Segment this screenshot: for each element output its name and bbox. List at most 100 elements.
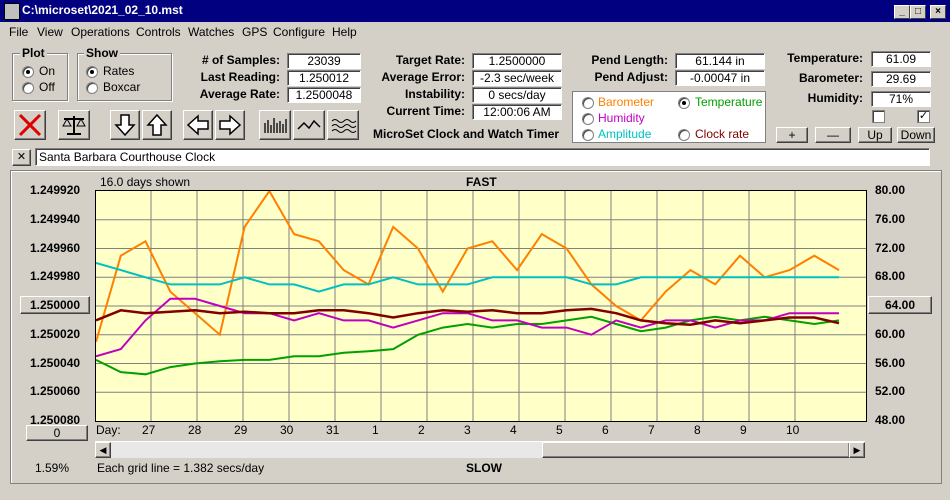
balance-button[interactable]: [58, 110, 90, 140]
increase-button[interactable]: +: [776, 127, 808, 143]
left-tick-label: 1.250080: [30, 413, 81, 427]
plot-on-radio[interactable]: [22, 66, 34, 78]
temperature-value: 61.09: [871, 51, 931, 67]
day-tick-label: 28: [188, 423, 202, 437]
show-rates-label: Rates: [103, 64, 135, 78]
left-tick-label: 1.250020: [30, 326, 81, 341]
arrow-down-icon: [114, 114, 136, 137]
plot-panel: [10, 170, 942, 484]
option-checkbox-1[interactable]: [872, 110, 885, 123]
current-time-label: Current Time:: [386, 104, 465, 118]
red-x-icon: [18, 113, 42, 137]
right-tick-label: 52.00: [875, 384, 906, 399]
right-tick-label: 56.00: [875, 355, 906, 370]
left-tick-label: 1.249940: [30, 211, 81, 226]
clock-name-field[interactable]: Santa Barbara Courthouse Clock: [35, 148, 930, 166]
day-tick-label: 2: [418, 423, 425, 437]
barometer-option-label: Barometer: [598, 95, 655, 109]
left-tick-label: 1.250040: [30, 355, 81, 370]
maximize-button[interactable]: □: [910, 5, 926, 19]
grid-note: Each grid line = 1.382 secs/day: [97, 461, 265, 475]
plot-off-label: Off: [39, 80, 55, 94]
menu-bar: File View Operations Controls Watches GP…: [0, 23, 950, 41]
show-group: [77, 53, 172, 101]
barometer-label: Barometer:: [798, 71, 863, 85]
option-checkbox-2[interactable]: ✓: [917, 110, 930, 123]
day-tick-label: 1: [372, 423, 379, 437]
instability-label: Instability:: [404, 87, 465, 101]
day-axis-label: Day:: [96, 423, 121, 437]
balance-icon: [62, 116, 86, 135]
baseline-temp-button[interactable]: 64.00: [868, 296, 932, 314]
scroll-right-button[interactable]: ▶: [849, 442, 865, 458]
series-barometer: [95, 189, 840, 343]
arrow-up-icon: [146, 113, 168, 136]
down-arrow-button[interactable]: [110, 110, 140, 140]
menu-view[interactable]: View: [37, 25, 63, 39]
series-amplitude: [95, 261, 839, 293]
menu-operations[interactable]: Operations: [71, 25, 130, 39]
plot-off-radio[interactable]: [22, 82, 34, 94]
baseline-rate-button[interactable]: 1.250000: [20, 296, 90, 314]
day-tick-label: 29: [234, 423, 248, 437]
up-button[interactable]: Up: [858, 127, 892, 143]
arrow-right-icon: [219, 114, 242, 136]
bars-view-button[interactable]: [259, 110, 291, 140]
slow-label: SLOW: [466, 461, 502, 475]
minimize-button[interactable]: _: [894, 5, 910, 19]
right-tick-label: 68.00: [875, 269, 906, 284]
show-rates-radio[interactable]: [86, 66, 98, 78]
barometer-value: 29.69: [871, 71, 931, 87]
pend-adjust-value: -0.00047 in: [675, 70, 765, 86]
barometer-radio[interactable]: [582, 97, 594, 109]
amplitude-option-label: Amplitude: [598, 127, 652, 141]
plot-area: [95, 189, 867, 422]
clock-rate-radio[interactable]: [678, 129, 690, 141]
clock-rate-option-label: Clock rate: [695, 127, 750, 141]
average-error-label: Average Error:: [381, 70, 465, 84]
samples-label: # of Samples:: [201, 53, 280, 67]
menu-watches[interactable]: Watches: [188, 25, 235, 39]
clear-name-button[interactable]: ✕: [12, 149, 31, 166]
bar-chart-icon: [264, 118, 287, 133]
right-tick-label: 60.00: [875, 326, 906, 341]
day-tick-label: 27: [142, 423, 156, 437]
average-rate-label: Average Rate:: [199, 87, 280, 101]
right-arrow-button[interactable]: [215, 110, 245, 140]
sensor-selector: [572, 91, 766, 143]
amplitude-radio[interactable]: [582, 129, 594, 141]
left-tick-label: 1.249960: [30, 240, 81, 255]
left-tick-label: 1.250060: [30, 384, 81, 399]
scroll-left-button[interactable]: ◀: [95, 442, 111, 458]
day-tick-label: 6: [602, 423, 609, 437]
humidity-radio[interactable]: [582, 113, 594, 125]
day-tick-label: 10: [786, 423, 800, 437]
arrow-left-icon: [186, 114, 209, 136]
right-tick-label: 76.00: [875, 211, 906, 226]
menu-file[interactable]: File: [9, 25, 29, 39]
decrease-button[interactable]: —: [815, 127, 851, 143]
left-arrow-button[interactable]: [183, 110, 213, 140]
average-rate-value: 1.2500048: [287, 87, 361, 103]
close-button[interactable]: ×: [930, 5, 946, 19]
average-error-value: -2.3 sec/week: [472, 70, 562, 86]
menu-configure[interactable]: Configure: [273, 25, 326, 39]
day-tick-label: 5: [556, 423, 563, 437]
time-scrollbar[interactable]: ◀ ▶: [95, 441, 865, 458]
title-bar: C:\microset\2021_02_10.mst _ □ ×: [0, 0, 950, 22]
fast-label: FAST: [466, 175, 497, 189]
menu-gps[interactable]: GPS: [242, 25, 268, 39]
scroll-thumb[interactable]: [542, 442, 850, 458]
temperature-radio[interactable]: [678, 97, 690, 109]
instability-value: 0 secs/day: [472, 87, 562, 103]
zero-button[interactable]: 0: [26, 425, 88, 441]
plot-on-label: On: [39, 64, 56, 78]
stop-button[interactable]: [14, 110, 46, 140]
down-button[interactable]: Down: [897, 127, 935, 143]
up-arrow-button[interactable]: [142, 110, 172, 140]
menu-controls[interactable]: Controls: [136, 25, 181, 39]
menu-help[interactable]: Help: [332, 25, 357, 39]
line-view-button[interactable]: [293, 110, 325, 140]
wave-view-button[interactable]: [327, 110, 359, 140]
show-boxcar-radio[interactable]: [86, 82, 98, 94]
